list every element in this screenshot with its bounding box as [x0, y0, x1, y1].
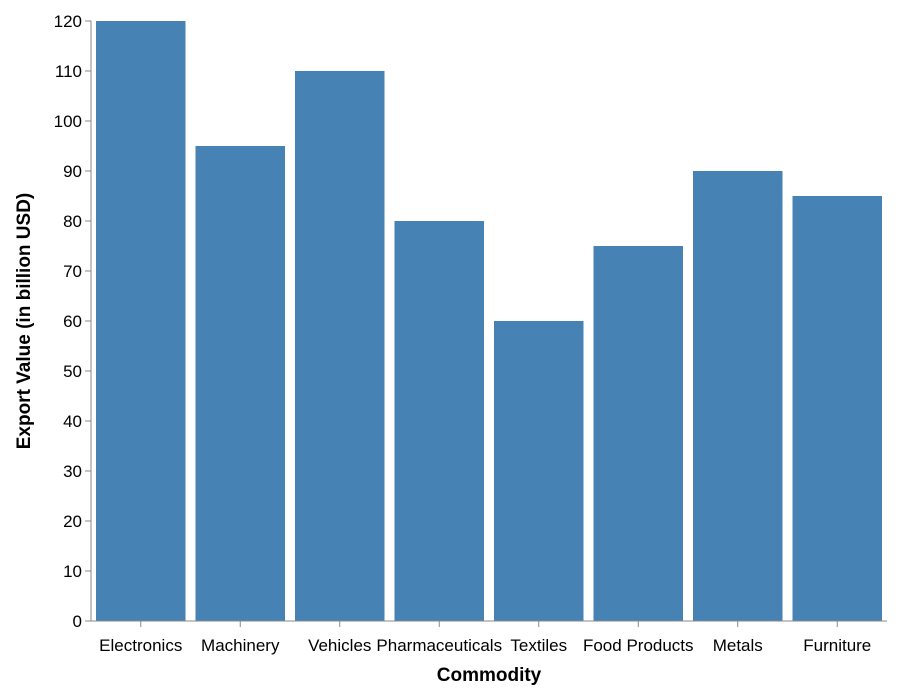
x-tick-label: Food Products — [583, 636, 694, 655]
x-tick-label: Electronics — [99, 636, 182, 655]
y-tick-label: 60 — [63, 312, 82, 331]
y-tick-label: 110 — [55, 62, 82, 81]
bar-metals — [693, 171, 783, 621]
y-axis: 0 10 20 30 40 50 60 70 80 90 100 110 120 — [54, 12, 92, 631]
bar-electronics — [96, 21, 186, 621]
x-tick-label: Pharmaceuticals — [376, 636, 502, 655]
bars — [96, 21, 882, 621]
y-tick-label: 50 — [63, 362, 82, 381]
x-tick-label: Vehicles — [308, 636, 371, 655]
y-axis-title: Export Value (in billion USD) — [14, 193, 35, 450]
x-tick-label: Textiles — [510, 636, 567, 655]
y-tick-label: 70 — [63, 262, 82, 281]
bar-vehicles — [295, 71, 385, 621]
y-tick-label: 80 — [63, 212, 82, 231]
bar-textiles — [494, 321, 584, 621]
y-tick-label: 90 — [63, 162, 82, 181]
y-tick-label: 40 — [63, 412, 82, 431]
y-tick-label: 10 — [63, 562, 82, 581]
x-tick-label: Furniture — [803, 636, 871, 655]
x-axis-title: Commodity — [437, 665, 542, 686]
y-tick-label: 30 — [63, 462, 82, 481]
y-tick-label: 100 — [54, 112, 82, 131]
y-tick-label: 0 — [73, 612, 82, 631]
bar-pharmaceuticals — [394, 221, 484, 621]
x-tick-label: Metals — [713, 636, 763, 655]
bar-food-products — [593, 246, 683, 621]
bar-furniture — [792, 196, 882, 621]
x-axis: Electronics Machinery Vehicles Pharmaceutic… — [91, 620, 887, 655]
y-tick-label: 20 — [63, 512, 82, 531]
x-tick-label: Machinery — [201, 636, 280, 655]
y-tick-label: 120 — [54, 12, 82, 31]
bar-machinery — [195, 146, 285, 621]
